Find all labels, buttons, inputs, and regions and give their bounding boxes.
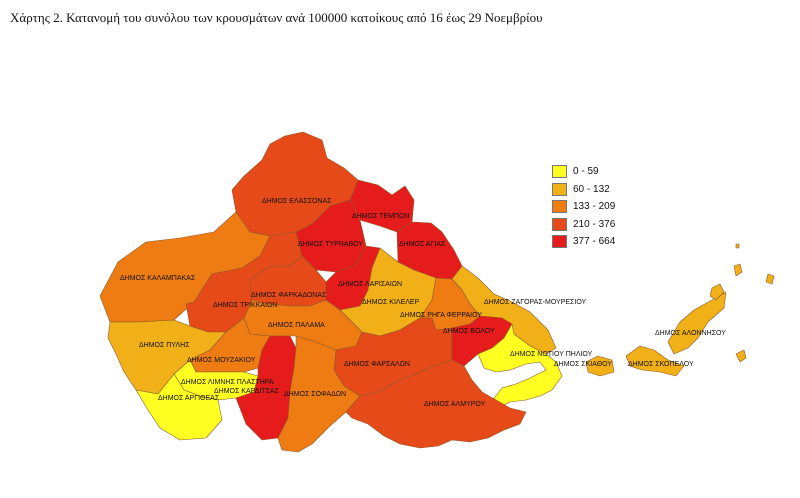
legend-label: 60 - 132: [573, 183, 610, 195]
label-volos: ΔΗΜΟΣ ΒΟΛΟΥ: [443, 328, 495, 335]
label-tyrnavos: ΔΗΜΟΣ ΤΥΡΝΑΒΟΥ: [298, 241, 363, 248]
label-mouzaki: ΔΗΜΟΣ ΜΟΥΖΑΚΙΟΥ: [187, 357, 256, 364]
region-alonissos-islet-4[interactable]: [735, 349, 747, 363]
label-sofades: ΔΗΜΟΣ ΣΟΦΑΔΩΝ: [284, 391, 346, 398]
label-plastira: ΔΗΜΟΣ ΛΙΜΝΗΣ ΠΛΑΣΤΗΡΑ: [181, 379, 274, 386]
label-pyli: ΔΗΜΟΣ ΠΥΛΗΣ: [139, 342, 190, 349]
label-karditsa: ΔΗΜΟΣ ΚΑΡΔΙΤΣΑΣ: [214, 388, 280, 395]
legend-item: 377 - 664: [552, 233, 615, 251]
map-title: Χάρτης 2. Κατανομή του συνόλου των κρουσ…: [10, 10, 543, 25]
label-argithea: ΔΗΜΟΣ ΑΡΓΙΘΕΑΣ: [158, 395, 220, 402]
region-alonissos-islet-2[interactable]: [733, 263, 743, 277]
region-almyros[interactable]: [345, 359, 527, 449]
region-alonissos-islet-3[interactable]: [765, 273, 775, 285]
region-volos[interactable]: [451, 315, 513, 367]
label-kileler: ΔΗΜΟΣ ΚΙΛΕΛΕΡ: [362, 299, 420, 306]
legend-label: 0 - 59: [573, 166, 599, 178]
label-tempi: ΔΗΜΟΣ ΤΕΜΠΩΝ: [352, 213, 409, 220]
region-sofades[interactable]: [277, 335, 361, 453]
label-larissa: ΔΗΜΟΣ ΛΑΡΙΣΑΙΩΝ: [338, 281, 402, 288]
label-farsala: ΔΗΜΟΣ ΦΑΡΣΑΛΩΝ: [344, 361, 410, 368]
legend-item: 133 - 209: [552, 198, 615, 216]
legend-swatch: [552, 200, 567, 214]
legend-item: 60 - 132: [552, 181, 615, 199]
map-legend: 0 - 59 60 - 132 133 - 209 210 - 376 377 …: [552, 163, 615, 251]
label-elassona: ΔΗΜΟΣ ΕΛΑΣΣΟΝΑΣ: [262, 198, 332, 205]
legend-label: 377 - 664: [573, 236, 616, 248]
label-palamas: ΔΗΜΟΣ ΠΑΛΑΜΑ: [268, 322, 325, 329]
label-agia: ΔΗΜΟΣ ΑΓΙΑΣ: [399, 241, 446, 248]
legend-label: 133 - 209: [573, 201, 616, 213]
legend-swatch: [552, 217, 567, 231]
legend-item: 0 - 59: [552, 163, 615, 181]
legend-swatch: [552, 235, 567, 249]
label-rigas: ΔΗΜΟΣ ΡΗΓΑ ΦΕΡΡΑΙΟΥ: [400, 312, 482, 319]
region-argithea[interactable]: [135, 373, 223, 441]
label-alonissos: ΔΗΜΟΣ ΑΛΟΝΝΗΣΟΥ: [655, 330, 726, 337]
region-trikala[interactable]: [185, 231, 303, 333]
label-trikala: ΔΗΜΟΣ ΤΡΙΚΚΑΙΩΝ: [213, 302, 277, 309]
legend-label: 210 - 376: [573, 218, 616, 230]
label-notiou-piliou: ΔΗΜΟΣ ΝΟΤΙΟΥ ΠΗΛΙΟΥ: [510, 351, 593, 358]
label-almyros: ΔΗΜΟΣ ΑΛΜΥΡΟΥ: [424, 401, 486, 408]
region-alonissos-islet-5[interactable]: [735, 243, 740, 249]
label-skopelos: ΔΗΜΟΣ ΣΚΟΠΕΛΟΥ: [628, 361, 694, 368]
label-skiathos: ΔΗΜΟΣ ΣΚΙΑΘΟΥ: [554, 361, 612, 368]
label-zagora: ΔΗΜΟΣ ΖΑΓΟΡΑΣ-ΜΟΥΡΕΣΙΟΥ: [484, 299, 587, 306]
region-skopelos[interactable]: [625, 345, 685, 377]
legend-swatch: [552, 182, 567, 196]
region-alonissos[interactable]: [667, 291, 727, 355]
label-farkadona: ΔΗΜΟΣ ΦΑΡΚΑΔΟΝΑΣ: [251, 292, 327, 299]
label-kalampaka: ΔΗΜΟΣ ΚΑΛΑΜΠΑΚΑΣ: [120, 275, 196, 282]
legend-swatch: [552, 165, 567, 179]
region-skiathos[interactable]: [585, 355, 615, 377]
legend-item: 210 - 376: [552, 216, 615, 234]
municipality-labels: ΔΗΜΟΣ ΕΛΑΣΣΟΝΑΣ ΔΗΜΟΣ ΤΕΜΠΩΝ ΔΗΜΟΣ ΤΥΡΝΑ…: [120, 198, 726, 408]
region-alonissos-islet-1[interactable]: [709, 283, 725, 301]
region-notiou-piliou[interactable]: [477, 323, 563, 409]
